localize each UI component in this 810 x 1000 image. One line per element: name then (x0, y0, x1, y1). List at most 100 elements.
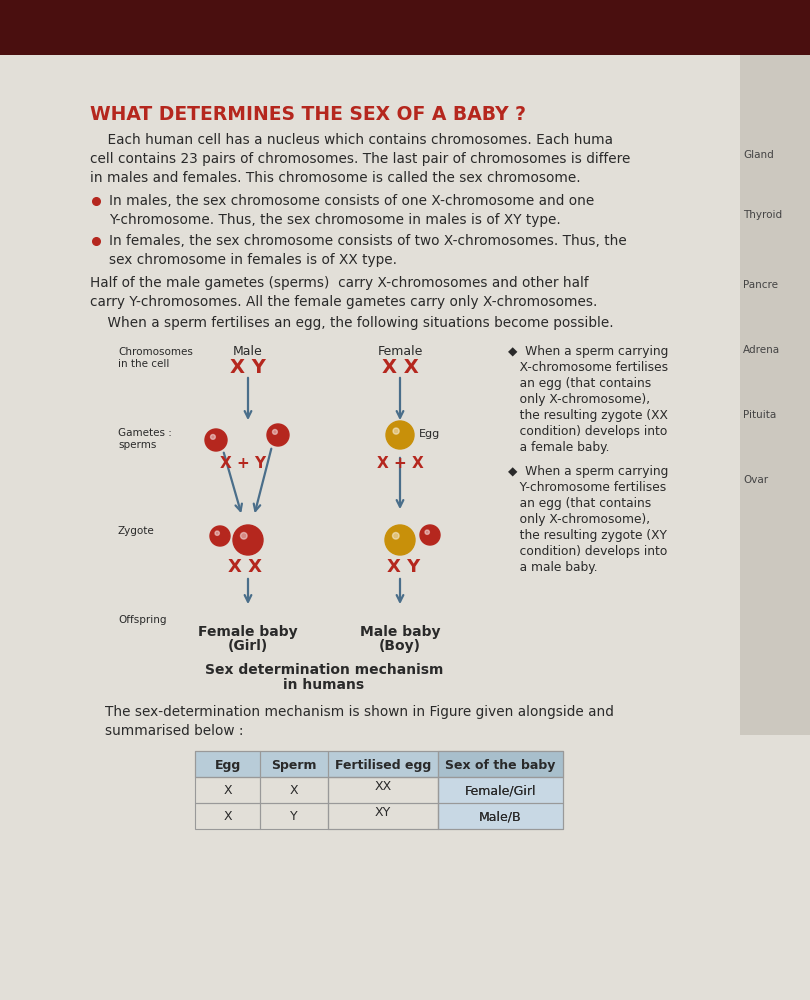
Text: (Boy): (Boy) (379, 639, 421, 653)
Text: Sperm: Sperm (271, 758, 317, 772)
Text: Y-chromosome. Thus, the sex chromosome in males is of XY type.: Y-chromosome. Thus, the sex chromosome i… (109, 213, 561, 227)
Text: Gametes :: Gametes : (118, 428, 172, 438)
Text: Y: Y (290, 810, 298, 824)
Text: X: X (290, 784, 298, 798)
Text: Female/Girl: Female/Girl (465, 784, 536, 798)
Text: a female baby.: a female baby. (508, 441, 609, 454)
Text: Male/B: Male/B (480, 810, 522, 824)
Text: Ovar: Ovar (743, 475, 768, 485)
Bar (328, 777, 438, 829)
Text: Fertilised egg: Fertilised egg (335, 758, 431, 772)
Text: X: X (224, 810, 232, 824)
Text: sex chromosome in females is of XX type.: sex chromosome in females is of XX type. (109, 253, 397, 267)
Text: Thyroid: Thyroid (743, 210, 782, 220)
Text: Egg: Egg (419, 429, 441, 439)
Text: The sex-determination mechanism is shown in Figure given alongside and: The sex-determination mechanism is shown… (105, 705, 614, 719)
Text: Male baby: Male baby (360, 625, 441, 639)
Text: Adrena: Adrena (743, 345, 780, 355)
Bar (260, 777, 328, 803)
Text: carry Y-chromosomes. All the female gametes carry only X-chromosomes.: carry Y-chromosomes. All the female game… (90, 295, 597, 309)
Text: Male/B: Male/B (480, 810, 522, 824)
Text: Gland: Gland (743, 150, 774, 160)
Text: Female baby: Female baby (198, 625, 298, 639)
Text: XY: XY (375, 806, 391, 819)
Text: X: X (224, 784, 232, 798)
Text: sperms: sperms (118, 440, 156, 450)
Text: X X: X X (228, 558, 262, 576)
Bar (260, 803, 328, 829)
Circle shape (272, 430, 277, 434)
Circle shape (215, 531, 220, 535)
Circle shape (420, 525, 440, 545)
Text: X Y: X Y (230, 358, 266, 377)
Bar (438, 751, 563, 777)
Bar (328, 803, 438, 829)
Text: ◆  When a sperm carrying: ◆ When a sperm carrying (508, 345, 668, 358)
Text: Half of the male gametes (sperms)  carry X-chromosomes and other half: Half of the male gametes (sperms) carry … (90, 276, 589, 290)
Text: the resulting zygote (XY: the resulting zygote (XY (508, 529, 667, 542)
Text: ◆  When a sperm carrying: ◆ When a sperm carrying (508, 465, 668, 478)
Text: X Y: X Y (387, 558, 420, 576)
Text: In females, the sex chromosome consists of two X-chromosomes. Thus, the: In females, the sex chromosome consists … (109, 234, 627, 248)
Text: only X-chromosome),: only X-chromosome), (508, 393, 650, 406)
Circle shape (393, 532, 399, 539)
Text: in the cell: in the cell (118, 359, 169, 369)
Text: Each human cell has a nucleus which contains chromosomes. Each huma: Each human cell has a nucleus which cont… (90, 133, 613, 147)
Text: Sex of the baby: Sex of the baby (446, 758, 556, 772)
Text: WHAT DETERMINES THE SEX OF A BABY ?: WHAT DETERMINES THE SEX OF A BABY ? (90, 105, 526, 124)
Text: in humans: in humans (284, 678, 364, 692)
Text: in males and females. This chromosome is called the sex chromosome.: in males and females. This chromosome is… (90, 171, 581, 185)
Text: When a sperm fertilises an egg, the following situations become possible.: When a sperm fertilises an egg, the foll… (90, 316, 614, 330)
Text: Offspring: Offspring (118, 615, 167, 625)
Bar (438, 777, 563, 829)
Text: condition) develops into: condition) develops into (508, 425, 667, 438)
Text: an egg (that contains: an egg (that contains (508, 497, 651, 510)
Text: Sex determination mechanism: Sex determination mechanism (205, 663, 443, 677)
Text: summarised below :: summarised below : (105, 724, 244, 738)
Text: cell contains 23 pairs of chromosomes. The last pair of chromosomes is differe: cell contains 23 pairs of chromosomes. T… (90, 152, 630, 166)
Text: Y-chromosome fertilises: Y-chromosome fertilises (508, 481, 667, 494)
Text: Zygote: Zygote (118, 526, 155, 536)
Bar (438, 803, 563, 829)
Text: X-chromosome fertilises: X-chromosome fertilises (508, 361, 668, 374)
Text: the resulting zygote (XX: the resulting zygote (XX (508, 409, 668, 422)
Bar (328, 751, 438, 777)
Bar (195, 751, 260, 777)
Circle shape (425, 530, 429, 534)
Text: Pancre: Pancre (743, 280, 778, 290)
Circle shape (267, 424, 289, 446)
Circle shape (233, 525, 263, 555)
Circle shape (241, 532, 247, 539)
Text: Egg: Egg (215, 758, 241, 772)
Text: an egg (that contains: an egg (that contains (508, 377, 651, 390)
Bar (740, 55, 810, 735)
Text: a male baby.: a male baby. (508, 561, 598, 574)
Circle shape (385, 525, 415, 555)
Text: Chromosomes: Chromosomes (118, 347, 193, 357)
Text: X + Y: X + Y (220, 456, 266, 471)
Text: condition) develops into: condition) develops into (508, 545, 667, 558)
Circle shape (393, 428, 399, 434)
Bar (438, 777, 563, 803)
Bar (195, 777, 260, 803)
Bar (0, 0, 810, 55)
Bar (195, 803, 260, 829)
Text: only X-chromosome),: only X-chromosome), (508, 513, 650, 526)
Text: Female: Female (377, 345, 423, 358)
Circle shape (210, 526, 230, 546)
Text: X X: X X (382, 358, 419, 377)
Bar (260, 751, 328, 777)
Circle shape (211, 434, 215, 439)
Text: XX: XX (374, 780, 391, 793)
Bar (438, 751, 563, 777)
Text: Pituita: Pituita (743, 410, 776, 420)
Text: Female/Girl: Female/Girl (465, 784, 536, 798)
Circle shape (386, 421, 414, 449)
Circle shape (205, 429, 227, 451)
Text: In males, the sex chromosome consists of one X-chromosome and one: In males, the sex chromosome consists of… (109, 194, 595, 208)
Text: (Girl): (Girl) (228, 639, 268, 653)
Text: X + X: X + X (377, 456, 424, 471)
Text: Male: Male (233, 345, 263, 358)
Bar (328, 777, 438, 803)
Bar (195, 751, 563, 777)
